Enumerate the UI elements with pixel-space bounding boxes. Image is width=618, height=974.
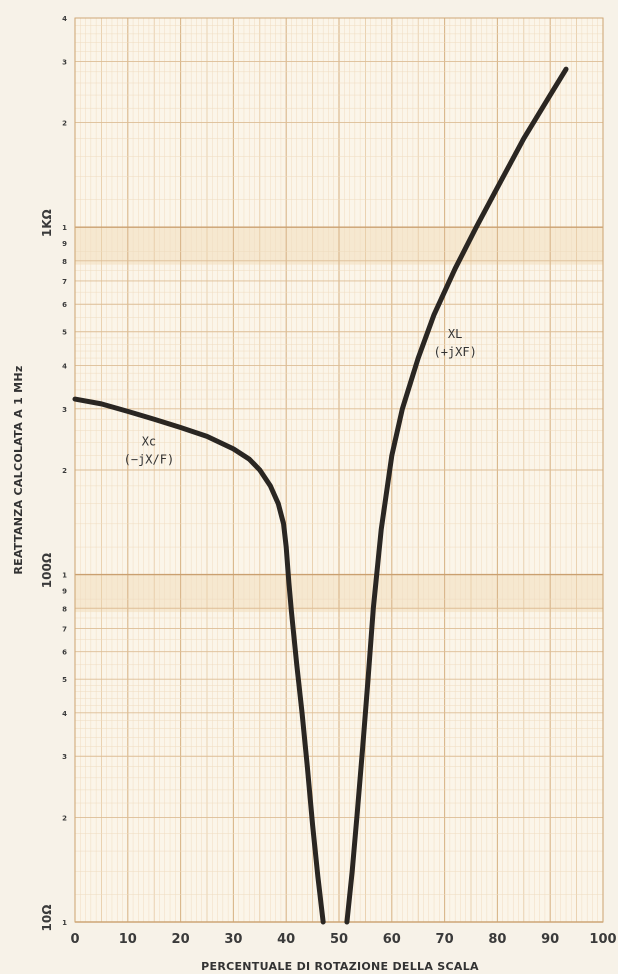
y-tick-label: 8 bbox=[62, 605, 67, 613]
series-label-sub: (−jX/F) bbox=[124, 453, 175, 467]
x-tick-label: 20 bbox=[172, 932, 190, 947]
series-label-xl: XL (+jXF) bbox=[433, 327, 476, 359]
y-decade-label: 1KΩ bbox=[40, 209, 54, 237]
series-layer bbox=[72, 66, 569, 925]
y-decade-label: 10Ω bbox=[40, 905, 54, 932]
series-label-xc: Xc (−jX/F) bbox=[124, 435, 175, 467]
y-tick-label: 3 bbox=[62, 753, 67, 761]
x-tick-label: 30 bbox=[224, 932, 242, 947]
x-axis-label: PERCENTUALE DI ROTAZIONE DELLA SCALA bbox=[201, 960, 479, 973]
y-tick-label: 2 bbox=[62, 467, 67, 475]
y-tick-label: 1 bbox=[62, 919, 67, 927]
x-tick-label: 80 bbox=[488, 932, 506, 947]
y-tick-label: 7 bbox=[62, 278, 67, 286]
series-label-main: Xc bbox=[142, 435, 156, 449]
y-tick-label: 5 bbox=[62, 676, 67, 684]
series-line-xc bbox=[72, 396, 326, 925]
labels-layer: Xc (−jX/F) XL (+jXF) bbox=[124, 327, 477, 467]
y-tick-label: 4 bbox=[62, 710, 67, 718]
y-tick-label: 6 bbox=[62, 301, 67, 309]
series-line-xl bbox=[344, 66, 569, 925]
y-tick-label: 1 bbox=[62, 224, 67, 232]
x-tick-label: 70 bbox=[436, 932, 454, 947]
y-axis-label: REATTANZA CALCOLATA A 1 MHz bbox=[12, 365, 25, 574]
y-tick-label: 1 bbox=[62, 572, 67, 580]
x-tick-label: 50 bbox=[330, 932, 348, 947]
grid-layer bbox=[74, 17, 604, 923]
y-tick-label: 8 bbox=[62, 258, 67, 266]
y-tick-label: 3 bbox=[62, 58, 67, 66]
ticks-layer: 0 10 20 30 40 50 60 70 80 90 100 1 2 3 4 5 6 7 8 9 1 2 3 4 5 6 7 8 9… bbox=[40, 15, 617, 947]
y-tick-label: 9 bbox=[62, 240, 67, 248]
x-tick-label: 0 bbox=[70, 932, 79, 947]
y-tick-label: 2 bbox=[62, 814, 67, 822]
y-tick-label: 9 bbox=[62, 587, 67, 595]
series-label-main: XL bbox=[448, 327, 462, 341]
x-tick-label: 10 bbox=[119, 932, 137, 947]
x-tick-label: 40 bbox=[277, 932, 295, 947]
plot-frame bbox=[74, 17, 604, 923]
y-tick-label: 2 bbox=[62, 120, 67, 128]
x-tick-label: 90 bbox=[541, 932, 559, 947]
y-decade-label: 100Ω bbox=[40, 553, 54, 588]
y-tick-label: 5 bbox=[62, 329, 67, 337]
x-tick-label: 60 bbox=[383, 932, 401, 947]
x-tick-label: 100 bbox=[589, 932, 616, 947]
series-label-sub: (+jXF) bbox=[433, 345, 476, 359]
y-tick-label: 4 bbox=[62, 15, 67, 23]
y-tick-label: 4 bbox=[62, 362, 67, 370]
y-tick-label: 3 bbox=[62, 406, 67, 414]
y-tick-label: 7 bbox=[62, 625, 67, 633]
y-tick-label: 6 bbox=[62, 649, 67, 657]
